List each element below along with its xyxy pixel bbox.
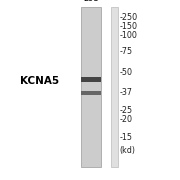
- Text: (kd): (kd): [119, 146, 135, 155]
- Text: -50: -50: [120, 68, 133, 77]
- Bar: [81, 7, 101, 167]
- Text: -20: -20: [120, 115, 133, 124]
- Text: -25: -25: [120, 106, 133, 115]
- Bar: [81, 77, 101, 82]
- Text: -75: -75: [120, 47, 133, 56]
- Text: -250: -250: [120, 13, 138, 22]
- Text: -37: -37: [120, 88, 133, 97]
- Bar: [111, 7, 118, 167]
- Text: -150: -150: [120, 22, 138, 31]
- Text: KCNA5: KCNA5: [20, 76, 59, 86]
- Text: -15: -15: [120, 133, 133, 142]
- Text: -100: -100: [120, 31, 138, 40]
- Bar: [81, 91, 101, 95]
- Text: 293: 293: [83, 0, 99, 3]
